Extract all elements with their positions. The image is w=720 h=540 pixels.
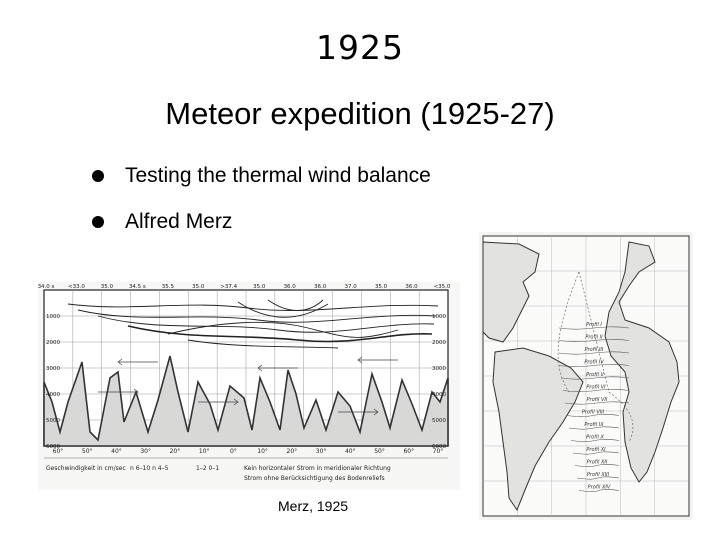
section-top-label: 37.0 bbox=[344, 284, 357, 290]
section-depth-label-right: 2000 bbox=[432, 340, 446, 346]
section-depth-label-right: 5000 bbox=[432, 418, 446, 424]
bullet-text: Alfred Merz bbox=[125, 210, 233, 233]
section-latitude-label: 30° bbox=[140, 448, 151, 455]
south-america-coast bbox=[492, 347, 584, 512]
bullet-dot-icon bbox=[92, 216, 104, 228]
map-profile-line bbox=[576, 476, 620, 480]
map-profile-line bbox=[558, 351, 630, 355]
section-latitude-label: 10° bbox=[199, 448, 210, 455]
atlantic-station-map: Profil I Profil II Profil III Profil IV Prof… bbox=[479, 232, 693, 520]
section-latitude-label: 60° bbox=[403, 448, 414, 455]
section-latitude-label: 60° bbox=[53, 448, 64, 455]
section-depth-label: 6000 bbox=[46, 444, 60, 450]
map-profile-label: Profil I bbox=[586, 322, 602, 328]
section-top-label: 36.0 bbox=[314, 284, 327, 290]
section-top-label: 35.0 bbox=[375, 284, 388, 290]
map-profile-label: Profil VI bbox=[586, 385, 606, 391]
map-svg: Profil I Profil II Profil III Profil IV Prof… bbox=[479, 232, 693, 520]
map-profile-line bbox=[564, 401, 630, 405]
section-top-label: 34.5 s bbox=[129, 284, 146, 290]
map-profile-line bbox=[566, 414, 620, 417]
map-profile-line bbox=[560, 376, 630, 380]
map-profile-lines: Profil I Profil II Profil III Profil IV Prof… bbox=[558, 322, 630, 492]
map-profile-line bbox=[558, 326, 630, 330]
section-depth-labels: 1000 1000 2000 2000 3000 3000 4000 4000 5000 5000… bbox=[46, 314, 446, 450]
map-profile-line bbox=[562, 389, 630, 392]
map-profile-line bbox=[558, 339, 630, 342]
map-profile-label: Profil III bbox=[585, 347, 604, 353]
map-profile-label: Profil V bbox=[586, 372, 604, 378]
legend-speed-ranges-2: 1–2 0–1 bbox=[196, 465, 219, 472]
section-latitude-label: 20° bbox=[287, 448, 298, 455]
section-depth-label: 1000 bbox=[46, 314, 60, 320]
section-depth-label: 4000 bbox=[46, 392, 60, 398]
map-profile-line bbox=[578, 489, 620, 492]
slide-year: 1925 bbox=[316, 28, 404, 67]
section-top-labels: 34.0 s <33.0 35.0 34.5 s 35.5 35.0 >37.4 35.0 36… bbox=[38, 284, 451, 290]
section-top-label: 34.0 s bbox=[38, 284, 55, 290]
section-contours bbox=[67, 299, 439, 349]
section-top-label: 35.5 bbox=[162, 284, 175, 290]
legend-no-current: Kein horizontaler Strom in meridionaler … bbox=[244, 465, 391, 472]
section-depth-label-right: 1000 bbox=[432, 314, 446, 320]
section-depth-label: 2000 bbox=[46, 340, 60, 346]
map-profile-label: Profil XIII bbox=[587, 472, 610, 478]
bullet-item: Testing the thermal wind balance bbox=[92, 164, 431, 210]
section-depth-label-right: 4000 bbox=[432, 392, 446, 398]
figure-caption: Merz, 1925 bbox=[278, 498, 349, 514]
section-depth-label: 3000 bbox=[46, 366, 60, 372]
map-profile-label: Profil VIII bbox=[582, 410, 605, 416]
legend-speed-label: Geschwindigkeit in cm/sec bbox=[46, 465, 126, 472]
map-profile-line bbox=[574, 464, 620, 467]
slide-title: Meteor expedition (1925-27) bbox=[165, 96, 555, 131]
section-latitude-label: 20° bbox=[170, 448, 181, 455]
bullet-dot-icon bbox=[92, 170, 104, 182]
section-depth-label: 5000 bbox=[46, 418, 60, 424]
section-depth-label-right: 3000 bbox=[432, 366, 446, 372]
section-latitude-label: 10° bbox=[257, 448, 268, 455]
section-latitude-label: 40° bbox=[111, 448, 122, 455]
section-top-label: 36.0 bbox=[284, 284, 297, 290]
map-profile-line bbox=[568, 426, 620, 430]
section-latitude-label: 30° bbox=[316, 448, 327, 455]
map-profile-line bbox=[558, 364, 630, 367]
section-svg: 34.0 s <33.0 35.0 34.5 s 35.5 35.0 >37.4 35.0 36… bbox=[38, 282, 460, 490]
section-top-label: <35.0 bbox=[434, 284, 451, 290]
section-top-label: 35.0 bbox=[101, 284, 114, 290]
map-profile-label: Profil XI bbox=[586, 447, 606, 453]
section-top-label: >37.4 bbox=[220, 284, 237, 290]
section-top-label: 35.0 bbox=[192, 284, 205, 290]
map-profile-label: Profil IX bbox=[584, 422, 604, 428]
map-profile-label: Profil XII bbox=[587, 460, 608, 466]
map-profile-label: Profil IV bbox=[584, 360, 604, 366]
bullet-text: Testing the thermal wind balance bbox=[125, 164, 431, 187]
section-latitude-label: 0° bbox=[230, 448, 237, 455]
section-latitude-label: 40° bbox=[345, 448, 356, 455]
legend-speed-ranges: n 6–10 n 4–5 bbox=[130, 465, 169, 472]
cruise-tracks bbox=[557, 271, 634, 443]
europe-africa-coast bbox=[604, 241, 680, 483]
section-latitude-label: 50° bbox=[374, 448, 385, 455]
map-profile-label: Profil XIV bbox=[588, 485, 611, 491]
map-profile-label: Profil II bbox=[585, 335, 603, 341]
section-depth-label-right: 6000 bbox=[432, 444, 446, 450]
map-profile-line bbox=[570, 439, 620, 442]
section-top-label: 36.0 bbox=[405, 284, 418, 290]
map-profile-label: Profil X bbox=[586, 435, 604, 441]
legend-no-relief: Strom ohne Berücksichtigung des Bodenrel… bbox=[244, 475, 385, 482]
map-profile-line bbox=[572, 451, 620, 455]
bullet-list: Testing the thermal wind balance Alfred … bbox=[92, 164, 431, 256]
bullet-item: Alfred Merz bbox=[92, 210, 431, 256]
map-profile-label: Profil VII bbox=[587, 397, 608, 403]
north-america-coast bbox=[482, 241, 540, 343]
section-latitude-label: 70° bbox=[433, 448, 444, 455]
section-current-arrows bbox=[98, 356, 398, 416]
section-latitude-labels: 60° 50° 40° 30° 20° 10° 0° 10° 20° 30° 40° 50° 60° 70… bbox=[53, 448, 444, 455]
section-latitude-label: 50° bbox=[82, 448, 93, 455]
section-top-label: <33.0 bbox=[68, 284, 85, 290]
section-top-label: 35.0 bbox=[253, 284, 266, 290]
section-bottom-relief bbox=[43, 355, 449, 447]
meridional-section-figure: 34.0 s <33.0 35.0 34.5 s 35.5 35.0 >37.4 35.0 36… bbox=[38, 282, 460, 490]
